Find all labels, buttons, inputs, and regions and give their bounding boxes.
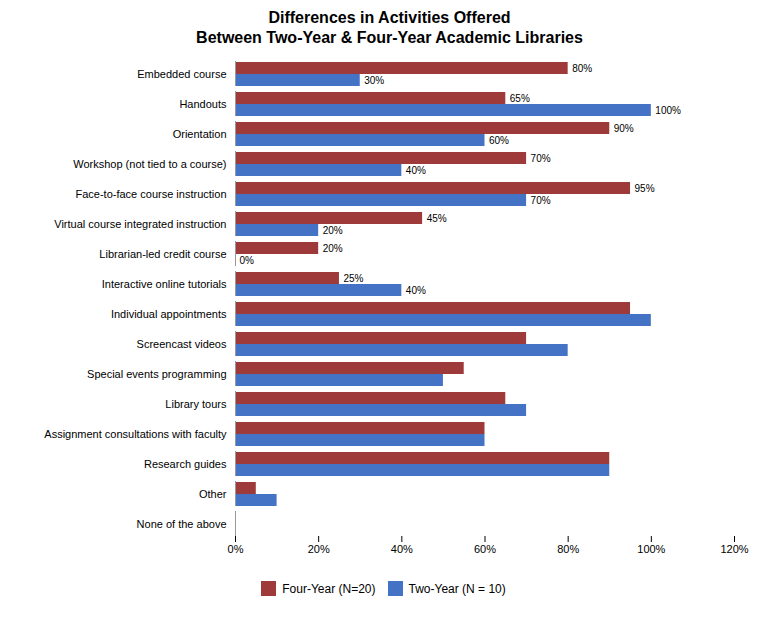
svg-text:Research guides: Research guides [144, 458, 227, 470]
html-text:Differences in Activities Offe: Differences in Activities Offered Betwee… [196, 9, 583, 46]
svg-text:Individual appointments: Individual appointments [111, 308, 227, 320]
svg-text:Library tours: Library tours [165, 398, 227, 410]
svg-text:Virtual course integrated inst: Virtual course integrated instruction [54, 218, 226, 230]
svg-text:40%: 40% [406, 165, 426, 176]
svg-text:40%: 40% [406, 285, 426, 296]
svg-text:Workshop (not tied to a course: Workshop (not tied to a course) [73, 158, 226, 170]
svg-text:60%: 60% [474, 543, 496, 555]
svg-text:70%: 70% [531, 153, 551, 164]
svg-text:0%: 0% [228, 543, 244, 555]
svg-text:Handouts: Handouts [179, 98, 227, 110]
svg-text:Face-to-face course instructio: Face-to-face course instruction [75, 188, 226, 200]
svg-text:Orientation: Orientation [173, 128, 227, 140]
html-text:Two-Year (N = 10): Two-Year (N = 10) [408, 581, 506, 596]
svg-text:65%: 65% [510, 93, 530, 104]
svg-text:20%: 20% [323, 225, 343, 236]
html-text:Four-Year (N=20): Four-Year (N=20) [282, 581, 376, 596]
svg-text:70%: 70% [531, 195, 551, 206]
svg-text:Special events programming: Special events programming [87, 368, 226, 380]
svg-text:100%: 100% [655, 105, 681, 116]
svg-text:20%: 20% [308, 543, 330, 555]
svg-text:90%: 90% [614, 123, 634, 134]
svg-text:80%: 80% [572, 63, 592, 74]
svg-text:Embedded course: Embedded course [137, 68, 226, 80]
svg-text:25%: 25% [343, 273, 363, 284]
svg-text:Librarian-led credit course: Librarian-led credit course [99, 248, 226, 260]
svg-text:45%: 45% [427, 213, 447, 224]
svg-text:Assignment consultations with: Assignment consultations with faculty [44, 428, 227, 440]
svg-text:30%: 30% [364, 75, 384, 86]
svg-text:Interactive online tutorials: Interactive online tutorials [102, 278, 227, 290]
svg-text:100%: 100% [637, 543, 665, 555]
svg-text:95%: 95% [635, 183, 655, 194]
svg-text:40%: 40% [391, 543, 413, 555]
svg-text:Screencast videos: Screencast videos [137, 338, 227, 350]
svg-text:80%: 80% [557, 543, 579, 555]
svg-text:0%: 0% [240, 255, 255, 266]
svg-text:Other: Other [199, 488, 227, 500]
svg-text:120%: 120% [720, 543, 748, 555]
svg-text:60%: 60% [489, 135, 509, 146]
svg-text:20%: 20% [323, 243, 343, 254]
svg-text:None of the above: None of the above [137, 518, 227, 530]
